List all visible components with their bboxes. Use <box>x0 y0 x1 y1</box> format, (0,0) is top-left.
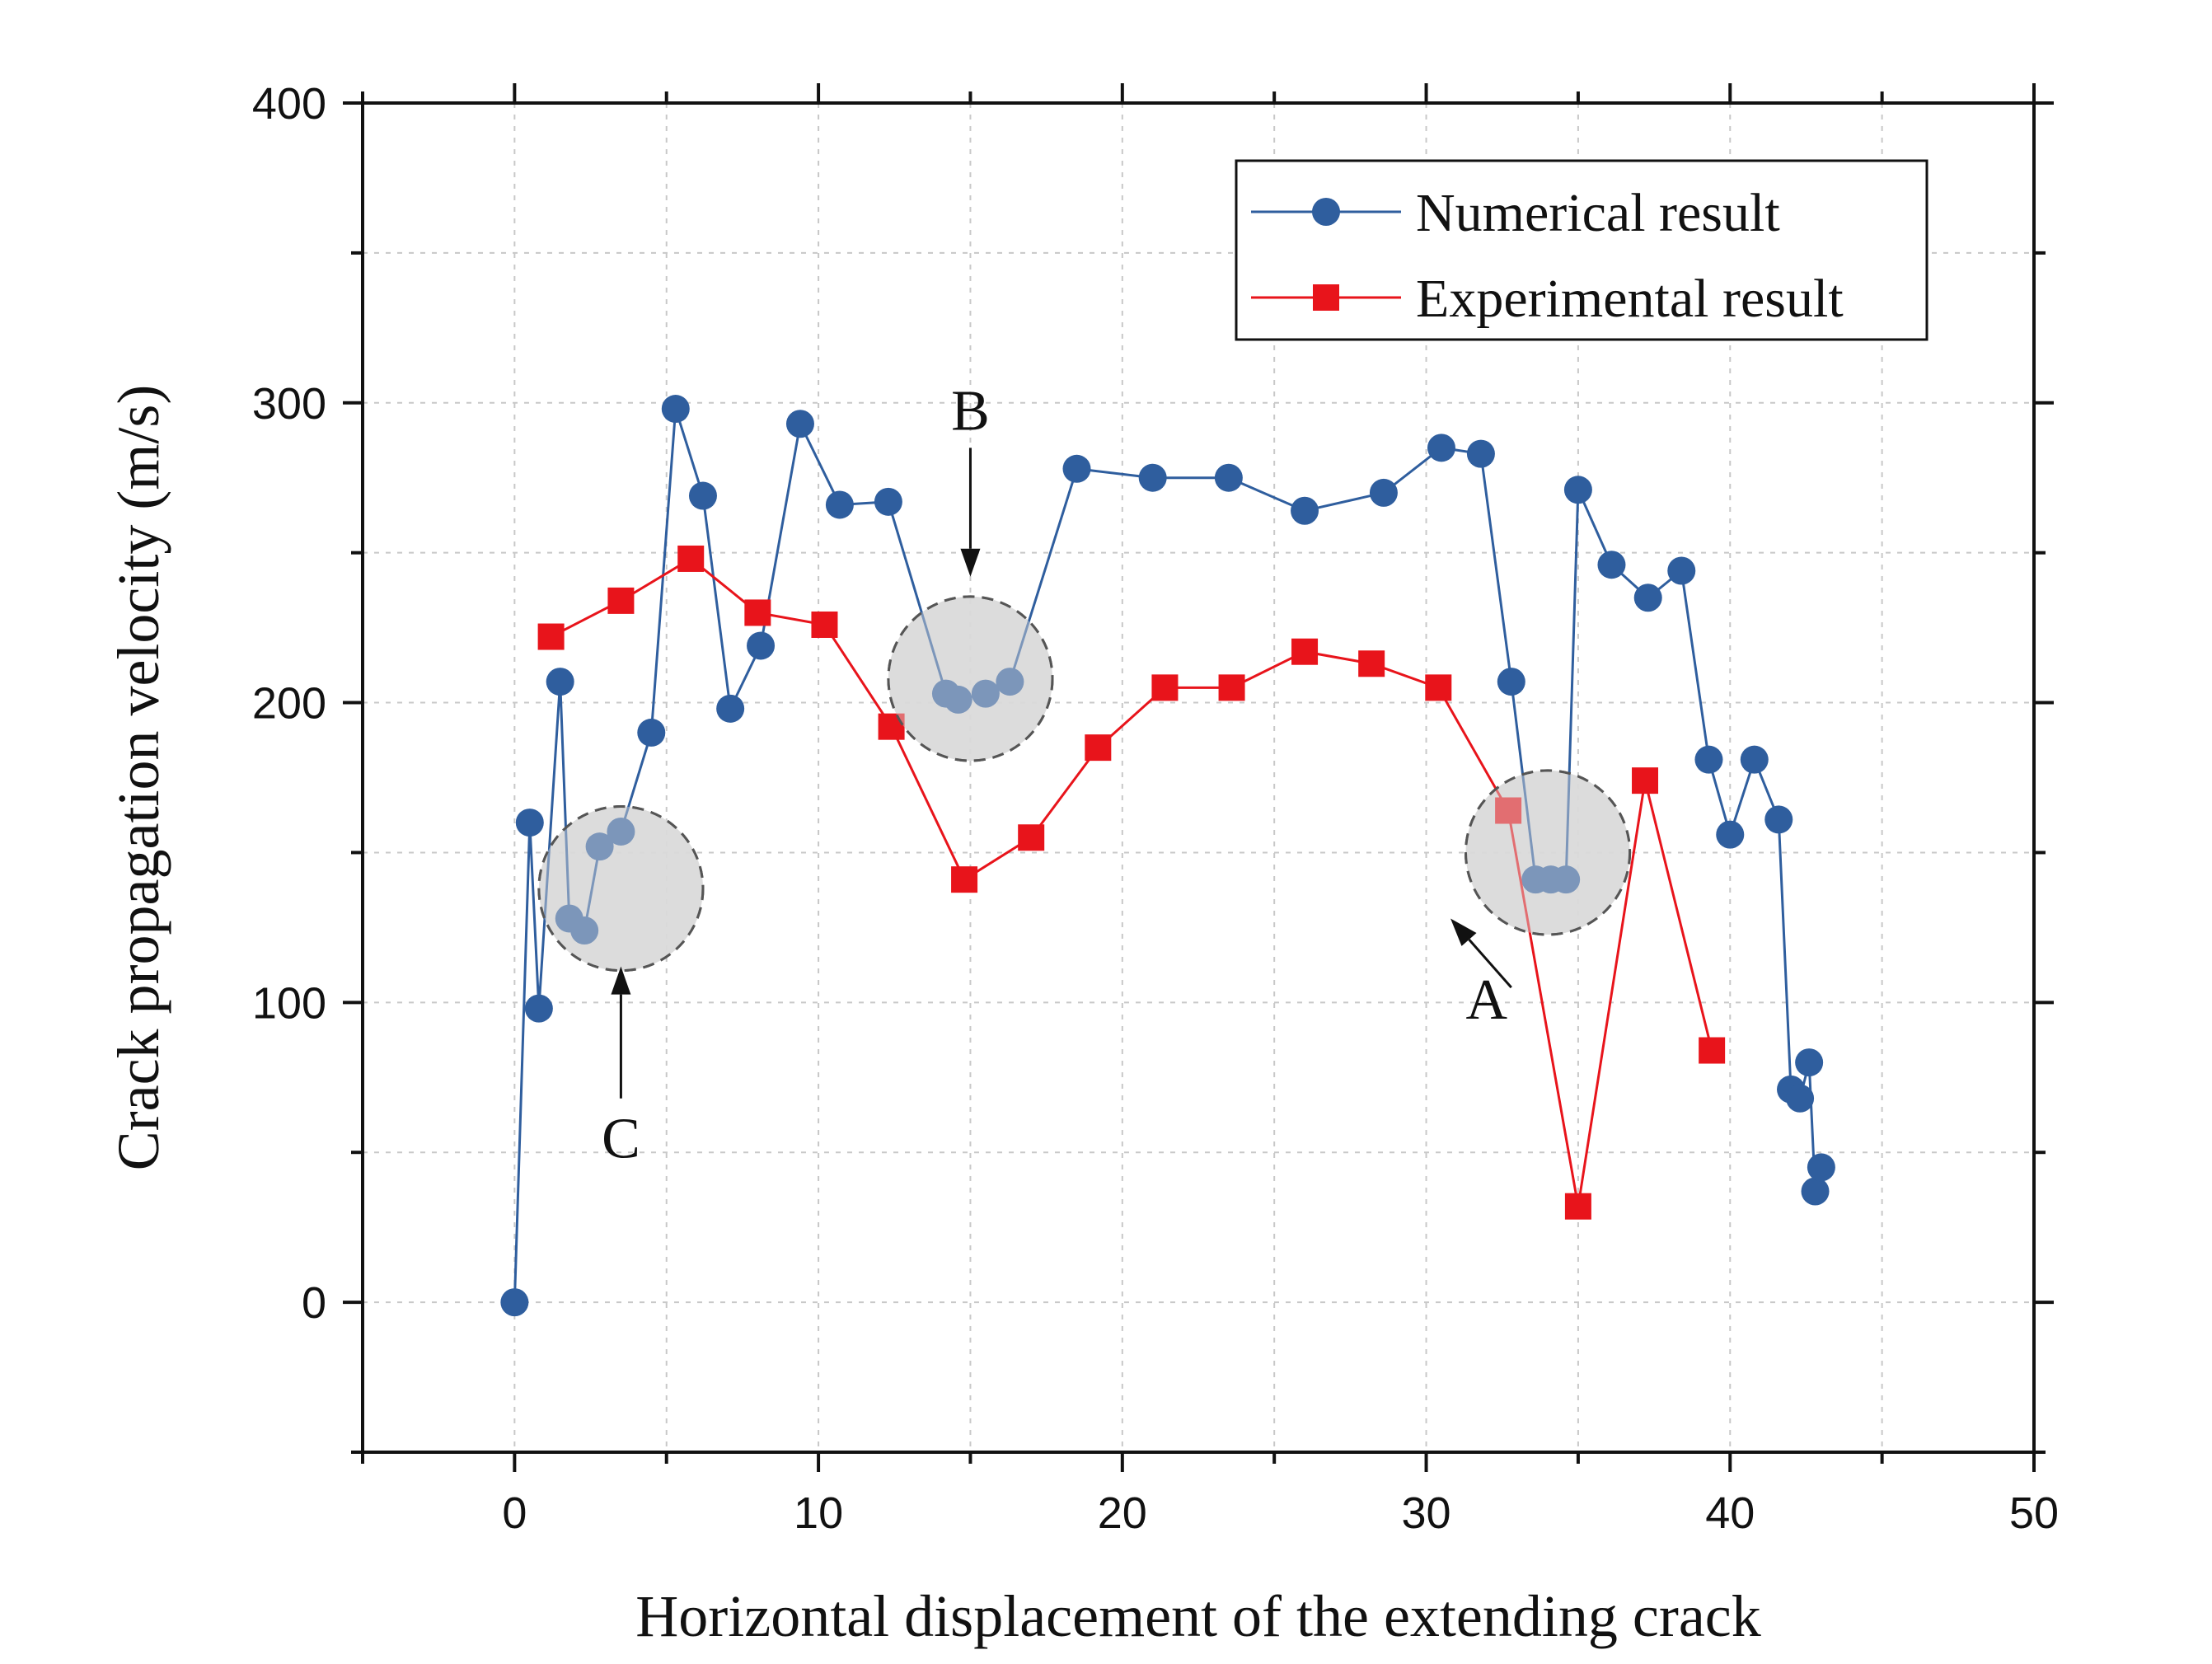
data-point <box>570 916 599 945</box>
y-tick-label: 400 <box>252 79 326 129</box>
annotation-label-C: C <box>602 1108 640 1171</box>
data-point <box>944 685 972 714</box>
data-point <box>1563 476 1592 504</box>
data-point <box>607 587 635 614</box>
data-point <box>1795 1048 1824 1077</box>
legend-box <box>1235 159 1928 341</box>
data-point <box>1633 584 1662 612</box>
legend-label: Experimental result <box>1416 269 1844 329</box>
data-point <box>747 631 776 660</box>
data-point <box>811 611 838 638</box>
data-point <box>1291 638 1319 665</box>
annotation-arrows: A B C <box>537 379 1632 1171</box>
y-tick-label: 100 <box>252 978 326 1028</box>
data-point <box>1632 767 1659 795</box>
data-point <box>1552 865 1581 894</box>
data-point <box>1495 797 1522 824</box>
annotation-arrowhead-A <box>1450 918 1477 946</box>
data-point <box>661 395 690 424</box>
data-point <box>1786 1084 1815 1113</box>
annotation-arrowhead-C <box>611 966 631 995</box>
data-point <box>607 817 635 846</box>
data-point <box>1151 674 1179 701</box>
data-point <box>716 694 745 723</box>
data-point <box>1564 1193 1591 1220</box>
legend-entry: Experimental result <box>1251 269 1844 329</box>
y-tick-label: 0 <box>302 1278 326 1328</box>
legend-marker <box>1313 284 1339 311</box>
x-tick-label: 10 <box>794 1488 843 1538</box>
legend-entry: Numerical result <box>1251 183 1780 243</box>
x-tick-label: 30 <box>1402 1488 1451 1538</box>
annotation-overlay-C <box>537 805 705 973</box>
data-point <box>1358 650 1385 677</box>
x-axis-title: Horizontal displacement of the extending… <box>635 1583 1760 1649</box>
data-point <box>1427 434 1455 462</box>
data-point <box>971 679 1000 708</box>
data-point <box>677 545 705 572</box>
data-point <box>874 487 902 516</box>
annotation-arrowhead-B <box>960 548 981 577</box>
data-point <box>524 994 553 1023</box>
data-point <box>1740 745 1769 774</box>
data-point <box>546 668 574 696</box>
data-point <box>785 410 814 438</box>
data-point <box>1369 478 1398 507</box>
data-point <box>637 718 666 747</box>
data-point <box>585 832 614 861</box>
series-numerical <box>500 395 1835 1317</box>
data-point <box>1291 496 1319 525</box>
data-point <box>1218 674 1245 701</box>
data-point <box>1807 1153 1835 1182</box>
data-point <box>1801 1177 1830 1206</box>
annotation-overlay-A <box>1464 769 1632 936</box>
data-point <box>1018 824 1045 851</box>
data-point <box>1716 820 1745 849</box>
data-point <box>1694 745 1723 774</box>
data-point <box>1466 439 1495 468</box>
annotation-label-A: A <box>1466 968 1508 1032</box>
annotation-arrow-A <box>1468 938 1512 989</box>
data-point <box>1699 1037 1726 1064</box>
data-point <box>825 490 854 519</box>
y-tick-label: 300 <box>252 379 326 429</box>
data-point <box>1597 551 1626 579</box>
x-tick-label: 40 <box>1705 1488 1755 1538</box>
legend-label: Numerical result <box>1416 183 1780 243</box>
data-point <box>1062 454 1091 483</box>
axis-ticks: 0 10 20 30 40 50 0 100 200 300 400 <box>252 79 2059 1538</box>
annotation-label-B: B <box>951 379 990 443</box>
data-point <box>1425 674 1452 701</box>
y-axis-title: Crack propagation velocity (m/s) <box>105 385 171 1171</box>
series-experimental <box>537 545 1726 1220</box>
legend-marker <box>1312 198 1340 226</box>
data-point <box>1138 463 1167 492</box>
legend: Numerical result Experimental result <box>1235 159 1928 341</box>
data-point <box>996 668 1024 696</box>
data-point <box>1214 463 1243 492</box>
data-point <box>1497 668 1525 696</box>
data-point <box>1667 556 1696 585</box>
data-point <box>878 713 905 740</box>
y-tick-label: 200 <box>252 679 326 729</box>
x-tick-label: 20 <box>1098 1488 1147 1538</box>
annotation-overlay-B <box>887 595 1054 762</box>
data-point <box>1085 734 1112 762</box>
plot-frame <box>361 101 2036 1454</box>
data-point <box>951 866 978 893</box>
data-point <box>537 623 565 650</box>
series <box>500 395 1835 1317</box>
x-tick-label: 0 <box>502 1488 527 1538</box>
x-tick-label: 50 <box>2009 1488 2059 1538</box>
data-point <box>500 1288 529 1317</box>
data-point <box>744 599 771 626</box>
data-point <box>1764 805 1793 834</box>
data-point <box>688 481 717 510</box>
data-point <box>515 809 544 837</box>
